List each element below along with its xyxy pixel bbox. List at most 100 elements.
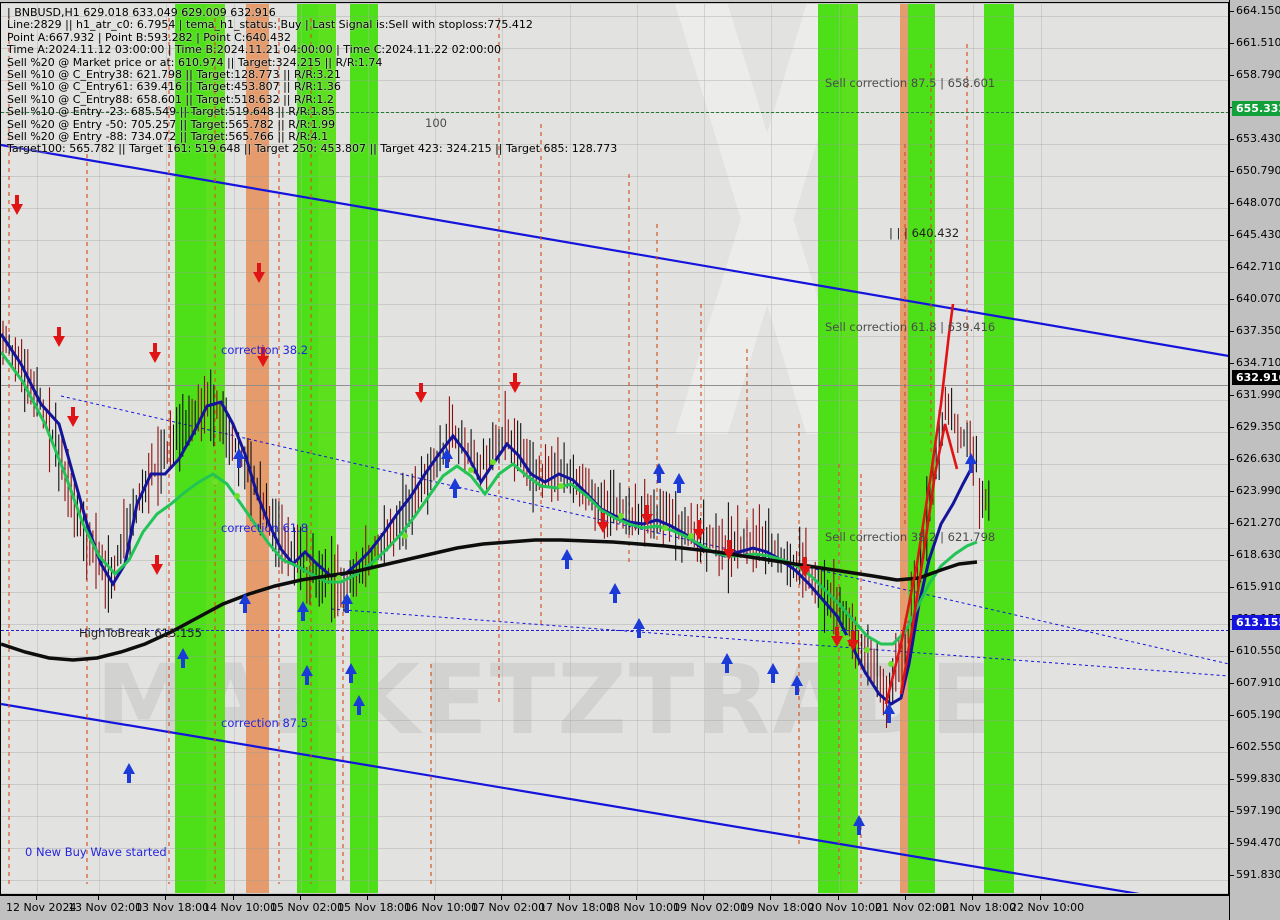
time-label: 13 Nov 18:00 bbox=[135, 901, 210, 914]
correction-618: correction 61.8 bbox=[221, 521, 309, 535]
session-band bbox=[246, 4, 269, 893]
time-tick bbox=[36, 896, 37, 900]
new-buy-wave: 0 New Buy Wave started bbox=[25, 845, 167, 859]
gridline bbox=[234, 4, 235, 893]
gridline bbox=[1, 304, 1229, 305]
gridline bbox=[1, 240, 1229, 241]
gridline bbox=[301, 4, 302, 893]
gridline bbox=[37, 4, 38, 893]
time-label: 17 Nov 18:00 bbox=[539, 901, 614, 914]
gridline bbox=[1, 400, 1229, 401]
time-label: 21 Nov 02:00 bbox=[875, 901, 950, 914]
gridline bbox=[1, 880, 1229, 881]
gridline bbox=[1041, 4, 1042, 893]
gridline bbox=[1, 176, 1229, 177]
time-tick bbox=[770, 896, 771, 900]
info-line-3: Sell %20 @ Market price or at: 610.974 |… bbox=[7, 55, 383, 69]
info-line-9: Sell %20 @ Entry -88: 734.072 || Target:… bbox=[7, 130, 329, 144]
time-tick bbox=[165, 896, 166, 900]
info-line-7: Sell %10 @ Entry -23: 685.549 || Target:… bbox=[7, 105, 336, 119]
high-to-break: HighToBreak 613.155 bbox=[79, 626, 202, 640]
gridline bbox=[1, 528, 1229, 529]
gridline bbox=[839, 4, 840, 893]
time-label: 12 Nov 2024 bbox=[6, 901, 77, 914]
info-line-4: Sell %10 @ C_Entry38: 621.798 || Target:… bbox=[7, 68, 341, 82]
gridline bbox=[1, 848, 1229, 849]
gridline bbox=[1, 16, 1229, 17]
gridline bbox=[1, 560, 1229, 561]
symbol-title: | BNBUSD,H1 629.018 633.049 629.009 632.… bbox=[7, 6, 276, 19]
correction-875: correction 87.5 bbox=[221, 716, 309, 730]
time-label: 22 Nov 10:00 bbox=[1010, 901, 1085, 914]
gridline bbox=[704, 4, 705, 893]
time-tick bbox=[434, 896, 435, 900]
session-band bbox=[984, 4, 1014, 893]
time-tick bbox=[905, 896, 906, 900]
gridline bbox=[1, 624, 1229, 625]
bid-level-line bbox=[1, 112, 1229, 113]
time-label: 19 Nov 18:00 bbox=[740, 901, 815, 914]
gridline bbox=[1, 432, 1229, 433]
gridline bbox=[1, 80, 1229, 81]
session-band bbox=[318, 4, 336, 893]
gridline bbox=[771, 4, 772, 893]
time-tick bbox=[838, 896, 839, 900]
gridline bbox=[1, 720, 1229, 721]
correction-382: correction 38.2 bbox=[221, 343, 309, 357]
price-box-highbreak: 613.155 bbox=[1232, 615, 1280, 630]
gridline bbox=[1, 816, 1229, 817]
time-tick bbox=[367, 896, 368, 900]
indicator-info-panel: | BNBUSD,H1 629.018 633.049 629.009 632.… bbox=[7, 6, 618, 156]
price-box-bid: 655.332 bbox=[1232, 101, 1280, 116]
time-label: 18 Nov 10:00 bbox=[606, 901, 681, 914]
time-tick bbox=[636, 896, 637, 900]
gridline bbox=[1, 208, 1229, 209]
price-box-last: 632.916 bbox=[1232, 370, 1280, 385]
session-band bbox=[842, 4, 858, 893]
time-tick bbox=[1040, 896, 1041, 900]
time-label: 19 Nov 02:00 bbox=[673, 901, 748, 914]
time-tick bbox=[98, 896, 99, 900]
gridline bbox=[637, 4, 638, 893]
gridline bbox=[1, 496, 1229, 497]
time-label: 20 Nov 10:00 bbox=[808, 901, 883, 914]
time-tick bbox=[233, 896, 234, 900]
session-band bbox=[818, 4, 842, 893]
session-band bbox=[350, 4, 378, 893]
gridline bbox=[166, 4, 167, 893]
point-c-label: | | | 640.432 bbox=[889, 226, 960, 240]
time-label: 15 Nov 18:00 bbox=[337, 901, 412, 914]
gridline bbox=[435, 4, 436, 893]
gridline bbox=[1, 464, 1229, 465]
gridline bbox=[1, 656, 1229, 657]
time-label: 14 Nov 10:00 bbox=[203, 901, 278, 914]
time-scale[interactable]: 12 Nov 2024 13 Nov 02:00 13 Nov 18:00 14 No… bbox=[0, 895, 1229, 920]
info-line-6: Sell %10 @ C_Entry88: 658.601 || Target:… bbox=[7, 92, 334, 106]
time-label: 15 Nov 02:00 bbox=[270, 901, 345, 914]
last-price-line bbox=[1, 385, 1229, 386]
time-label: 16 Nov 10:00 bbox=[404, 901, 479, 914]
target-100: 100 bbox=[425, 116, 447, 130]
time-label: 17 Nov 02:00 bbox=[471, 901, 546, 914]
info-line-8: Sell %20 @ Entry -50: 705.257 || Target:… bbox=[7, 117, 336, 131]
gridline bbox=[1, 272, 1229, 273]
gridline bbox=[1, 752, 1229, 753]
info-line-10: Target100: 565.782 || Target 161: 519.64… bbox=[7, 142, 618, 156]
time-tick bbox=[972, 896, 973, 900]
time-label: 21 Nov 18:00 bbox=[942, 901, 1017, 914]
gridline bbox=[1, 48, 1229, 49]
gridline bbox=[570, 4, 571, 893]
sell-correction-382: Sell correction 38.2 | 621.798 bbox=[825, 530, 996, 544]
gridline bbox=[1, 784, 1229, 785]
gridline bbox=[1, 368, 1229, 369]
chart-drawings bbox=[1, 16, 1229, 893]
time-label: 13 Nov 02:00 bbox=[68, 901, 143, 914]
info-line-5: Sell %10 @ C_Entry61: 639.416 || Target:… bbox=[7, 80, 341, 94]
time-tick bbox=[569, 896, 570, 900]
price-scale[interactable]: 664.150661.510658.790656.150653.430650.7… bbox=[1229, 0, 1280, 920]
gridline bbox=[1, 688, 1229, 689]
gridline bbox=[368, 4, 369, 893]
chart-plot-area[interactable]: MARKETZTRADE bbox=[1, 4, 1229, 893]
gridline bbox=[906, 4, 907, 893]
